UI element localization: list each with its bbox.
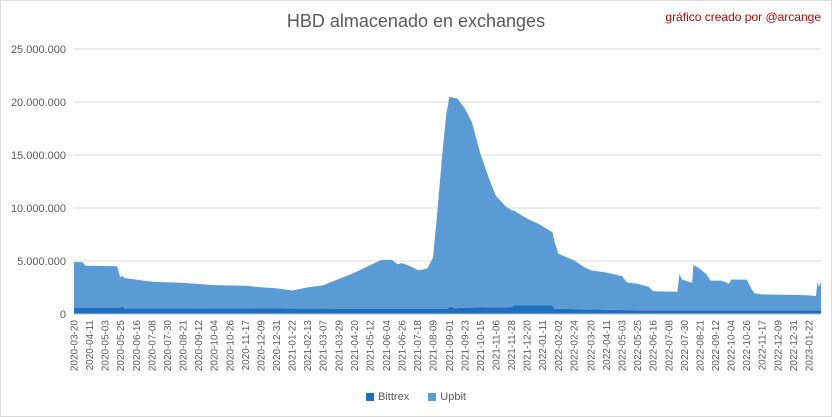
x-tick-label: 2020-05-03 [101, 320, 112, 372]
legend-label-bittrex: Bittrex [378, 391, 410, 403]
x-tick-label: 2020-05-25 [116, 320, 127, 372]
x-tick-label: 2021-11-06 [492, 320, 503, 371]
x-tick-label: 2020-08-21 [179, 320, 190, 372]
x-tick-label: 2022-12-31 [789, 320, 800, 372]
x-tick-label: 2022-03-20 [586, 320, 597, 372]
legend-swatch-upbit [428, 393, 437, 402]
x-tick-label: 2021-05-12 [366, 320, 377, 372]
y-tick-label: 5.000.000 [17, 256, 66, 268]
x-tick-label: 2021-07-18 [413, 320, 424, 372]
chart-title: HBD almacenado en exchanges [286, 11, 546, 31]
x-tick-label: 2020-09-12 [194, 320, 205, 372]
x-tick-label: 2023-01-22 [805, 320, 816, 372]
x-tick-label: 2022-06-16 [649, 320, 660, 372]
x-tick-label: 2021-06-26 [397, 320, 408, 372]
x-tick-label: 2021-06-04 [382, 320, 393, 372]
x-tick-label: 2021-09-23 [460, 320, 471, 372]
x-tick-label: 2020-06-16 [132, 320, 143, 372]
x-tick-label: 2021-08-09 [429, 320, 440, 372]
x-tick-label: 2022-10-26 [742, 320, 753, 372]
legend-label-upbit: Upbit [440, 391, 466, 403]
x-tick-label: 2020-03-20 [70, 320, 81, 372]
x-tick-label: 2020-11-17 [241, 320, 252, 371]
x-tick-label: 2022-07-30 [680, 320, 691, 372]
x-tick-label: 2020-07-08 [147, 320, 158, 372]
x-tick-label: 2020-12-09 [256, 320, 267, 372]
x-tick-label: 2022-12-09 [773, 320, 784, 372]
x-tick-label: 2022-10-04 [727, 320, 738, 372]
x-tick-label: 2020-10-26 [225, 320, 236, 372]
x-tick-label: 2022-09-12 [711, 320, 722, 372]
x-tick-label: 2021-03-29 [334, 320, 345, 372]
y-tick-label: 15.000.000 [11, 150, 66, 162]
x-tick-label: 2022-04-11 [602, 320, 613, 371]
y-tick-label: 25.000.000 [11, 44, 66, 56]
y-tick-label: 10.000.000 [11, 203, 66, 215]
x-tick-label: 2022-01-11 [538, 320, 549, 371]
area-series-bittrex [74, 305, 821, 314]
chart-legend: Bittrex Upbit [1, 391, 831, 403]
x-tick-label: 2022-05-03 [618, 320, 629, 372]
area-series-upbit [74, 96, 821, 311]
legend-swatch-bittrex [366, 393, 375, 402]
x-tick-label: 2020-10-04 [210, 320, 221, 372]
x-tick-label: 2022-05-25 [633, 320, 644, 372]
legend-item-bittrex: Bittrex [366, 391, 409, 403]
x-tick-label: 2021-12-20 [523, 320, 534, 372]
x-tick-label: 2022-02-02 [554, 320, 565, 372]
y-tick-label: 0 [60, 309, 66, 321]
x-tick-label: 2022-07-08 [664, 320, 675, 372]
y-tick-label: 20.000.000 [11, 97, 66, 109]
x-tick-label: 2021-11-28 [507, 320, 518, 371]
x-tick-label: 2021-10-15 [476, 320, 487, 372]
chart-credit: gráfico creado por @arcange [665, 10, 821, 24]
x-tick-label: 2021-03-07 [319, 320, 330, 372]
x-tick-label: 2022-08-21 [695, 320, 706, 372]
x-tick-label: 2021-04-20 [350, 320, 361, 372]
x-tick-label: 2020-07-30 [163, 320, 174, 372]
x-tick-label: 2022-02-24 [569, 320, 580, 372]
legend-item-upbit: Upbit [428, 391, 466, 403]
x-tick-label: 2020-04-11 [85, 320, 96, 371]
x-tick-label: 2020-12-31 [272, 320, 283, 372]
x-tick-label: 2021-01-22 [288, 320, 299, 372]
x-tick-label: 2022-11-17 [758, 320, 769, 371]
x-tick-label: 2021-02-13 [303, 320, 314, 372]
x-tick-label: 2021-09-01 [445, 320, 456, 372]
